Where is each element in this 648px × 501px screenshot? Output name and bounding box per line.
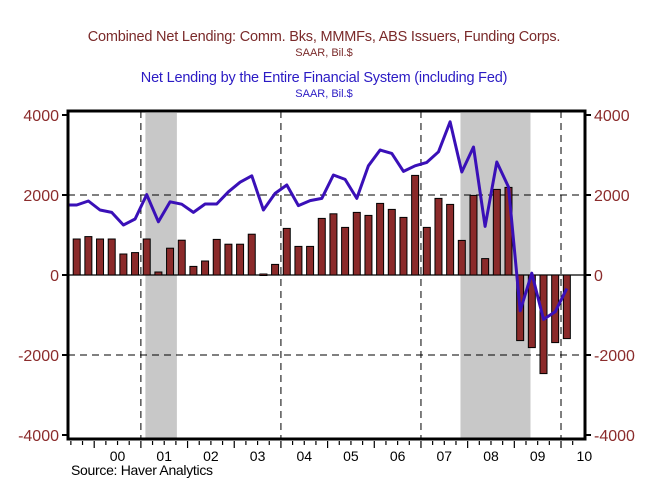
line-series bbox=[69, 120, 569, 321]
bar bbox=[166, 247, 175, 276]
y-tick-label-left: -4000 bbox=[18, 428, 59, 445]
gridline-layer bbox=[68, 111, 585, 439]
bar bbox=[469, 194, 478, 276]
y-tick-label-left: -2000 bbox=[18, 348, 59, 365]
bar bbox=[84, 236, 93, 276]
bar bbox=[119, 253, 128, 276]
bar bbox=[131, 252, 140, 276]
bar bbox=[446, 203, 455, 276]
bar bbox=[376, 202, 385, 276]
bar bbox=[224, 243, 233, 276]
x-tick-label: 06 bbox=[390, 448, 406, 464]
x-tick-label: 04 bbox=[296, 448, 312, 464]
bar bbox=[434, 197, 443, 276]
x-tick-label: 08 bbox=[483, 448, 499, 464]
y-tick-label-right: 2000 bbox=[594, 188, 630, 205]
y-tick-label-left: 2000 bbox=[23, 188, 59, 205]
x-tick-label: 03 bbox=[250, 448, 266, 464]
recession-band bbox=[145, 113, 177, 439]
bar bbox=[481, 258, 490, 276]
y-tick-label-left: 4000 bbox=[23, 108, 59, 125]
bar bbox=[282, 227, 291, 276]
bar bbox=[189, 265, 198, 276]
source-note: Source: Haver Analytics bbox=[71, 462, 213, 478]
chart-title-line-units: SAAR, Bil.$ bbox=[295, 88, 353, 100]
bar bbox=[294, 245, 303, 276]
bar bbox=[306, 245, 315, 276]
bar bbox=[271, 263, 280, 276]
x-tick-label: 09 bbox=[530, 448, 546, 464]
bar bbox=[364, 214, 373, 276]
bar bbox=[247, 233, 256, 276]
y-axes: 4000 4000 2000 2000 0 0 -2000 -2000 -4000 -4000 bbox=[18, 108, 635, 445]
bar bbox=[387, 208, 396, 276]
bar bbox=[399, 216, 408, 276]
chart-title-line: Net Lending by the Entire Financial Syst… bbox=[140, 70, 508, 86]
bar bbox=[72, 238, 81, 276]
bar bbox=[492, 188, 501, 276]
bar bbox=[236, 243, 245, 276]
bar bbox=[177, 239, 186, 276]
bar bbox=[422, 226, 431, 276]
x-tick-label: 10 bbox=[577, 448, 593, 464]
x-tick-label: 07 bbox=[437, 448, 453, 464]
bar bbox=[341, 226, 350, 276]
chart-title-bars-units: SAAR, Bil.$ bbox=[295, 47, 353, 59]
bar bbox=[457, 239, 466, 276]
bar bbox=[352, 211, 361, 276]
y-tick-label-right: -4000 bbox=[594, 428, 635, 445]
bar bbox=[154, 271, 163, 276]
y-tick-label-right: -2000 bbox=[594, 348, 635, 365]
bar bbox=[201, 260, 210, 276]
bar bbox=[96, 238, 105, 276]
recession-shading-layer bbox=[145, 113, 531, 439]
x-tick-label: 02 bbox=[203, 448, 219, 464]
bar bbox=[142, 238, 151, 276]
y-tick-label-right: 0 bbox=[594, 268, 603, 285]
bar bbox=[562, 274, 571, 340]
bar bbox=[107, 238, 116, 276]
bar bbox=[329, 213, 338, 276]
y-tick-label-left: 0 bbox=[50, 268, 59, 285]
x-tick-label: 01 bbox=[156, 448, 172, 464]
bar bbox=[317, 217, 326, 276]
x-tick-label: 00 bbox=[110, 448, 126, 464]
bar bbox=[539, 274, 548, 375]
bar bbox=[411, 174, 420, 276]
chart-title-bars: Combined Net Lending: Comm. Bks, MMMFs, … bbox=[87, 29, 561, 45]
x-axis: 00 01 02 03 04 05 06 07 08 09 10 bbox=[70, 441, 593, 464]
bar bbox=[259, 273, 268, 276]
y-tick-label-right: 4000 bbox=[594, 108, 630, 125]
bar bbox=[212, 238, 221, 276]
x-tick-label: 05 bbox=[343, 448, 359, 464]
